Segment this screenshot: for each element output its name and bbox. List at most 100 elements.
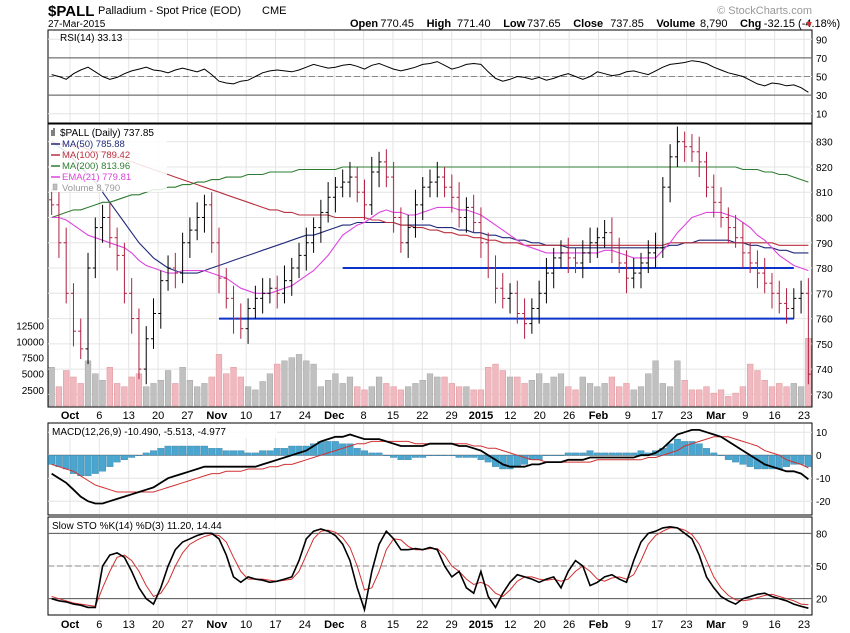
- volume-bar: [99, 379, 106, 407]
- volume-bar: [783, 386, 790, 407]
- volume-bar: [681, 379, 688, 407]
- price-x-tick: 24: [299, 410, 311, 422]
- macd-y-tick: -20: [816, 497, 831, 508]
- price-y-tick: 790: [816, 239, 833, 250]
- sto-x-tick: 9: [742, 619, 748, 631]
- ohlc-value-low: 737.65: [527, 18, 561, 30]
- macd-histogram-bar: [201, 445, 208, 456]
- volume-bar: [383, 383, 390, 407]
- macd-histogram-bar: [55, 455, 63, 467]
- price-x-tick: Dec: [324, 410, 344, 422]
- price-y-tick: 800: [816, 213, 833, 224]
- sto-x-tick: 27: [181, 619, 193, 631]
- volume-bar: [499, 370, 506, 407]
- sto-x-tick: 22: [416, 619, 428, 631]
- volume-bar: [186, 379, 193, 407]
- volume-bar: [361, 389, 368, 407]
- macd-histogram-bar: [470, 455, 478, 458]
- sto-y-tick: 20: [816, 595, 828, 606]
- volume-bar: [172, 383, 179, 407]
- legend-background: [49, 126, 167, 192]
- macd-histogram-bar: [601, 452, 609, 456]
- macd-histogram-bar: [266, 450, 274, 456]
- volume-bar: [754, 370, 761, 407]
- rsi-y-tick: 50: [816, 73, 828, 84]
- ma-line-ma50: [51, 141, 809, 274]
- ohlc-value-open: 770.45: [380, 18, 414, 30]
- macd-histogram-bar: [77, 455, 85, 477]
- price-x-tick: 20: [152, 410, 164, 422]
- volume-bar: [572, 389, 579, 407]
- rsi-y-tick: 90: [816, 35, 828, 46]
- ohlc-value-high: 771.40: [457, 18, 491, 30]
- volume-bar: [674, 360, 681, 407]
- macd-histogram-bar: [324, 441, 332, 456]
- macd-histogram-bar: [615, 452, 623, 456]
- legend-entry: MA(200) 813.96: [62, 161, 130, 172]
- rsi-y-tick: 30: [816, 91, 828, 102]
- legend-entry: MA(50) 785.88: [62, 139, 125, 150]
- volume-bar: [164, 370, 172, 407]
- sto-x-tick: 9: [625, 619, 631, 631]
- macd-histogram-bar: [179, 445, 187, 456]
- price-x-tick: 17: [269, 410, 281, 422]
- price-y-tick: 740: [816, 365, 833, 376]
- macd-histogram-bar: [106, 455, 114, 467]
- macd-histogram-bar: [375, 452, 383, 456]
- legend-swatch: [52, 183, 58, 191]
- volume-bar: [768, 386, 776, 407]
- price-x-tick: 8: [361, 410, 367, 422]
- volume-y-tick: 7500: [22, 354, 45, 365]
- rsi-label: RSI(14) 33.13: [60, 33, 123, 44]
- macd-histogram-bar: [135, 455, 143, 456]
- volume-bar: [594, 386, 601, 407]
- price-x-tick: Mar: [706, 410, 726, 422]
- price-y-tick: 830: [816, 138, 833, 149]
- sto-x-tick: 29: [446, 619, 458, 631]
- sto-x-tick: 26: [563, 619, 575, 631]
- volume-bar: [390, 386, 397, 407]
- macd-histogram-bar: [542, 455, 550, 456]
- macd-histogram-bar: [222, 450, 230, 456]
- price-x-tick: 9: [742, 410, 748, 422]
- sto-x-tick: 12: [504, 619, 516, 631]
- volume-bar: [485, 367, 492, 407]
- ma-line-ma200: [51, 166, 809, 219]
- sto-x-tick: 23: [680, 619, 692, 631]
- volume-bar: [194, 386, 201, 407]
- volume-bar: [521, 383, 528, 407]
- volume-bar: [645, 373, 652, 407]
- macd-panel: -20 -10 0 10 MACD(12,26,9) -10.490, -5.513, …: [47, 422, 831, 516]
- volume-bar: [710, 392, 717, 407]
- macd-histogram-bar: [564, 452, 572, 456]
- macd-histogram-bar: [310, 443, 318, 456]
- volume-bar: [346, 376, 354, 407]
- volume-bar: [121, 386, 128, 407]
- volume-bar: [288, 357, 295, 407]
- sto-x-tick: 23: [798, 619, 810, 631]
- volume-bar: [550, 376, 557, 407]
- ma-line-ma100: [51, 141, 809, 246]
- sto-label-background: [49, 519, 305, 532]
- instrument-name: Palladium - Spot Price (EOD): [98, 5, 241, 17]
- volume-bar: [368, 386, 375, 407]
- price-x-tick: 10: [240, 410, 252, 422]
- volume-bar: [354, 386, 361, 407]
- sto-d-line: [51, 527, 809, 607]
- ohlc-label-high: High: [427, 18, 452, 30]
- sto-k-line: [51, 525, 809, 613]
- macd-histogram-bar: [535, 455, 543, 460]
- macd-histogram-bar: [164, 445, 172, 456]
- macd-histogram-bar: [62, 455, 70, 470]
- volume-bar: [776, 383, 783, 407]
- volume-bar: [208, 376, 215, 407]
- volume-bar: [426, 373, 434, 407]
- bar-legend-icon: [51, 128, 55, 136]
- sto-x-tick: 15: [387, 619, 399, 631]
- macd-histogram-bar: [426, 455, 434, 456]
- macd-histogram-bar: [208, 448, 216, 456]
- macd-histogram-bar: [703, 448, 710, 456]
- price-x-tick: 6: [96, 410, 102, 422]
- volume-bar: [150, 383, 157, 407]
- ma-line-ema21: [51, 206, 809, 294]
